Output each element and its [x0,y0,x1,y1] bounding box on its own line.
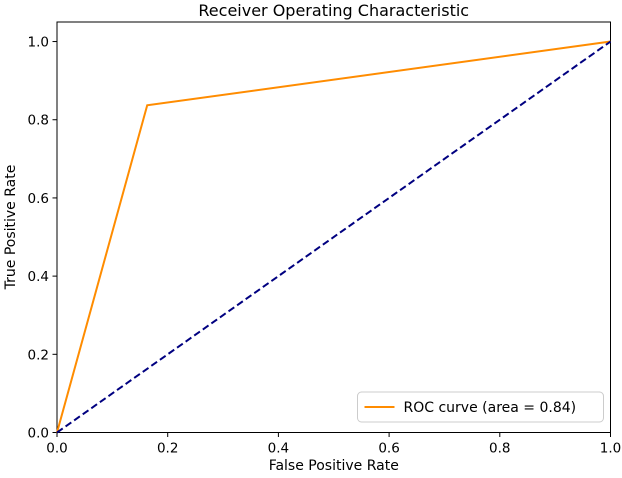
legend-box [357,391,604,423]
y-tick-label: 0.0 [28,426,49,442]
chance-diagonal-line [56,40,612,434]
x-tick-label: 1.0 [600,441,621,457]
chart-title: Receiver Operating Characteristic [198,1,469,20]
x-tick-label: 0.4 [268,441,289,457]
plot-border [56,21,611,433]
plot-area: 0.0 0.2 0.4 0.6 0.8 1.0 0.0 0.2 0.4 0.6 0.8 1.0 ROC … [28,21,621,457]
x-tick-label: 0.0 [46,441,67,457]
legend-label: ROC curve (area = 0.84) [404,400,577,416]
roc-curve-line [56,40,611,433]
x-axis-label: False Positive Rate [269,458,399,474]
x-tick-label: 0.8 [489,441,510,457]
y-tick-label: 0.8 [28,113,49,129]
x-tick-label: 0.6 [378,441,399,457]
y-tick-label: 0.4 [28,269,49,285]
x-tick-label: 0.2 [157,441,178,457]
y-axis-label: True Positive Rate [3,165,19,291]
y-tick-label: 0.2 [28,347,49,363]
y-tick-label: 1.0 [28,35,49,51]
y-tick-label: 0.6 [28,191,49,207]
